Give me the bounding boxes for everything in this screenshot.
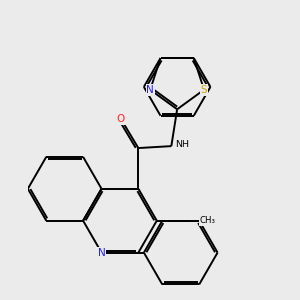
Text: N: N: [98, 248, 105, 258]
Text: NH: NH: [175, 140, 189, 149]
Text: CH₃: CH₃: [200, 216, 215, 225]
Text: N: N: [146, 85, 154, 95]
Text: S: S: [201, 85, 207, 95]
Text: O: O: [117, 114, 125, 124]
